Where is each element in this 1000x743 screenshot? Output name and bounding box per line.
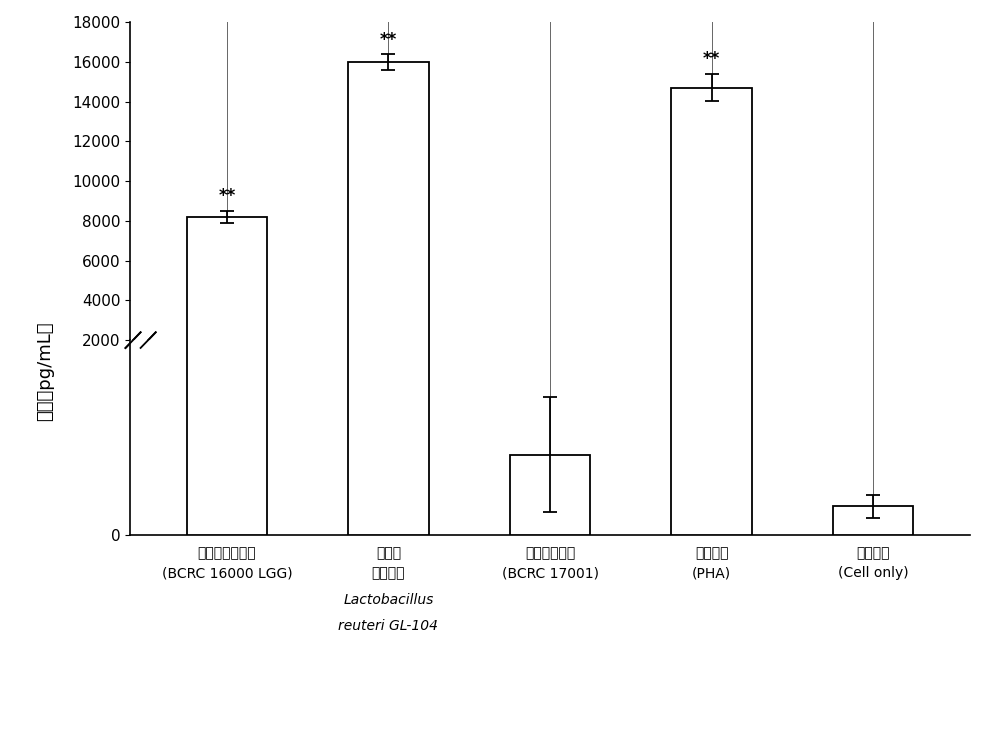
Text: 罗伊氏: 罗伊氏 — [376, 547, 401, 561]
Text: (BCRC 17001): (BCRC 17001) — [502, 566, 599, 580]
Bar — [671, 0, 752, 535]
Text: Lactobacillus: Lactobacillus — [343, 594, 434, 608]
Text: 干酪乳酸杆菌: 干酪乳酸杆菌 — [525, 547, 575, 561]
Text: 负对照组: 负对照组 — [856, 547, 890, 561]
Bar — [833, 375, 913, 380]
Text: (Cell only): (Cell only) — [838, 566, 908, 580]
Text: 浓度（pg/mL）: 浓度（pg/mL） — [36, 322, 54, 421]
Bar — [348, 0, 429, 535]
Text: 乳酸杆菌: 乳酸杆菌 — [372, 566, 405, 580]
Text: **: ** — [380, 30, 397, 48]
Bar — [510, 455, 590, 535]
Text: 鼠李糖乳酸杆菌: 鼠李糖乳酸杆菌 — [198, 547, 256, 561]
Text: 正对照组: 正对照组 — [695, 547, 728, 561]
Bar — [833, 506, 913, 535]
Bar — [348, 62, 429, 380]
Text: **: ** — [703, 51, 720, 68]
Bar — [510, 366, 590, 380]
Text: **: ** — [218, 187, 236, 206]
Bar — [671, 88, 752, 380]
Bar — [187, 0, 267, 535]
Text: (BCRC 16000 LGG): (BCRC 16000 LGG) — [162, 566, 292, 580]
Text: (PHA): (PHA) — [692, 566, 731, 580]
Text: reuteri GL-104: reuteri GL-104 — [338, 619, 438, 633]
Bar — [187, 217, 267, 380]
